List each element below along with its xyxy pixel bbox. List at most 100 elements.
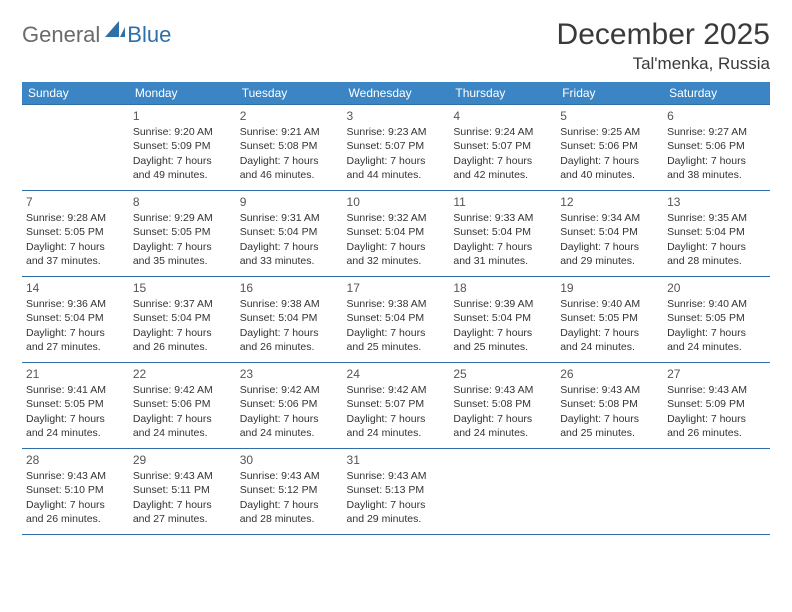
- sunset-text: Sunset: 5:04 PM: [240, 311, 339, 325]
- daylight-text: Daylight: 7 hours and 35 minutes.: [133, 240, 232, 268]
- sunrise-text: Sunrise: 9:20 AM: [133, 125, 232, 139]
- daylight-text: Daylight: 7 hours and 24 minutes.: [667, 326, 766, 354]
- day-header-row: Sunday Monday Tuesday Wednesday Thursday…: [22, 82, 770, 105]
- calendar-cell: 23Sunrise: 9:42 AMSunset: 5:06 PMDayligh…: [236, 363, 343, 449]
- day-number: 15: [133, 280, 232, 296]
- calendar-cell: 30Sunrise: 9:43 AMSunset: 5:12 PMDayligh…: [236, 449, 343, 535]
- day-number: 10: [347, 194, 446, 210]
- sunset-text: Sunset: 5:06 PM: [560, 139, 659, 153]
- day-header: Monday: [129, 82, 236, 105]
- sunset-text: Sunset: 5:05 PM: [560, 311, 659, 325]
- calendar-cell: 22Sunrise: 9:42 AMSunset: 5:06 PMDayligh…: [129, 363, 236, 449]
- day-number: 27: [667, 366, 766, 382]
- daylight-text: Daylight: 7 hours and 44 minutes.: [347, 154, 446, 182]
- day-number: 2: [240, 108, 339, 124]
- daylight-text: Daylight: 7 hours and 46 minutes.: [240, 154, 339, 182]
- day-number: 14: [26, 280, 125, 296]
- sunrise-text: Sunrise: 9:39 AM: [453, 297, 552, 311]
- daylight-text: Daylight: 7 hours and 31 minutes.: [453, 240, 552, 268]
- sunset-text: Sunset: 5:05 PM: [26, 397, 125, 411]
- day-number: 16: [240, 280, 339, 296]
- day-number: 26: [560, 366, 659, 382]
- sunrise-text: Sunrise: 9:27 AM: [667, 125, 766, 139]
- calendar-row: 1Sunrise: 9:20 AMSunset: 5:09 PMDaylight…: [22, 105, 770, 191]
- daylight-text: Daylight: 7 hours and 25 minutes.: [560, 412, 659, 440]
- day-number: 17: [347, 280, 446, 296]
- day-number: 9: [240, 194, 339, 210]
- sunset-text: Sunset: 5:05 PM: [26, 225, 125, 239]
- daylight-text: Daylight: 7 hours and 26 minutes.: [133, 326, 232, 354]
- sunset-text: Sunset: 5:07 PM: [453, 139, 552, 153]
- sunset-text: Sunset: 5:04 PM: [667, 225, 766, 239]
- sunset-text: Sunset: 5:04 PM: [347, 311, 446, 325]
- calendar-cell: 24Sunrise: 9:42 AMSunset: 5:07 PMDayligh…: [343, 363, 450, 449]
- calendar-row: 14Sunrise: 9:36 AMSunset: 5:04 PMDayligh…: [22, 277, 770, 363]
- day-number: 29: [133, 452, 232, 468]
- calendar-cell: 9Sunrise: 9:31 AMSunset: 5:04 PMDaylight…: [236, 191, 343, 277]
- day-number: 25: [453, 366, 552, 382]
- calendar-cell: 18Sunrise: 9:39 AMSunset: 5:04 PMDayligh…: [449, 277, 556, 363]
- sunset-text: Sunset: 5:04 PM: [347, 225, 446, 239]
- header: General Blue December 2025 Tal'menka, Ru…: [22, 18, 770, 74]
- day-header: Sunday: [22, 82, 129, 105]
- sunrise-text: Sunrise: 9:25 AM: [560, 125, 659, 139]
- sunset-text: Sunset: 5:06 PM: [240, 397, 339, 411]
- daylight-text: Daylight: 7 hours and 29 minutes.: [347, 498, 446, 526]
- sunrise-text: Sunrise: 9:31 AM: [240, 211, 339, 225]
- daylight-text: Daylight: 7 hours and 49 minutes.: [133, 154, 232, 182]
- daylight-text: Daylight: 7 hours and 28 minutes.: [240, 498, 339, 526]
- daylight-text: Daylight: 7 hours and 24 minutes.: [347, 412, 446, 440]
- day-number: 7: [26, 194, 125, 210]
- sunrise-text: Sunrise: 9:28 AM: [26, 211, 125, 225]
- day-number: 3: [347, 108, 446, 124]
- sunset-text: Sunset: 5:04 PM: [560, 225, 659, 239]
- day-number: 31: [347, 452, 446, 468]
- sunset-text: Sunset: 5:12 PM: [240, 483, 339, 497]
- daylight-text: Daylight: 7 hours and 38 minutes.: [667, 154, 766, 182]
- calendar-row: 28Sunrise: 9:43 AMSunset: 5:10 PM Dayligh…: [22, 449, 770, 535]
- sunset-text: Sunset: 5:04 PM: [26, 311, 125, 325]
- calendar-cell: [22, 105, 129, 191]
- calendar-cell: 21Sunrise: 9:41 AMSunset: 5:05 PMDayligh…: [22, 363, 129, 449]
- calendar-cell: 25Sunrise: 9:43 AMSunset: 5:08 PMDayligh…: [449, 363, 556, 449]
- sunset-text: Sunset: 5:04 PM: [453, 311, 552, 325]
- day-number: 19: [560, 280, 659, 296]
- sunset-text: Sunset: 5:06 PM: [667, 139, 766, 153]
- day-header: Wednesday: [343, 82, 450, 105]
- sunset-text: Sunset: 5:05 PM: [667, 311, 766, 325]
- daylight-text: Daylight: 7 hours and 27 minutes.: [133, 498, 232, 526]
- calendar-cell: 26Sunrise: 9:43 AMSunset: 5:08 PMDayligh…: [556, 363, 663, 449]
- sunset-text: Sunset: 5:04 PM: [240, 225, 339, 239]
- sunrise-text: Sunrise: 9:36 AM: [26, 297, 125, 311]
- calendar-cell: 11Sunrise: 9:33 AMSunset: 5:04 PMDayligh…: [449, 191, 556, 277]
- sunset-text: Sunset: 5:13 PM: [347, 483, 446, 497]
- daylight-text: Daylight: 7 hours and 29 minutes.: [560, 240, 659, 268]
- day-number: 13: [667, 194, 766, 210]
- calendar-cell: 10Sunrise: 9:32 AMSunset: 5:04 PMDayligh…: [343, 191, 450, 277]
- daylight-text: Daylight: 7 hours and 24 minutes.: [240, 412, 339, 440]
- daylight-text: Daylight: 7 hours and 32 minutes.: [347, 240, 446, 268]
- day-number: 22: [133, 366, 232, 382]
- daylight-text: Daylight: 7 hours and 37 minutes.: [26, 240, 125, 268]
- location-label: Tal'menka, Russia: [557, 54, 770, 74]
- calendar-cell: 16Sunrise: 9:38 AMSunset: 5:04 PMDayligh…: [236, 277, 343, 363]
- sunset-text: Sunset: 5:08 PM: [453, 397, 552, 411]
- calendar-cell: 8Sunrise: 9:29 AMSunset: 5:05 PMDaylight…: [129, 191, 236, 277]
- day-number: 20: [667, 280, 766, 296]
- sunrise-text: Sunrise: 9:43 AM: [667, 383, 766, 397]
- day-header: Saturday: [663, 82, 770, 105]
- day-number: 28: [26, 452, 125, 468]
- calendar-cell: 20Sunrise: 9:40 AMSunset: 5:05 PMDayligh…: [663, 277, 770, 363]
- calendar-cell: [556, 449, 663, 535]
- daylight-text: Daylight: 7 hours and 27 minutes.: [26, 326, 125, 354]
- sunrise-text: Sunrise: 9:34 AM: [560, 211, 659, 225]
- sunrise-text: Sunrise: 9:43 AM: [26, 469, 125, 483]
- day-number: 18: [453, 280, 552, 296]
- logo-sail-icon: [105, 21, 125, 44]
- day-number: 12: [560, 194, 659, 210]
- calendar-cell: 1Sunrise: 9:20 AMSunset: 5:09 PMDaylight…: [129, 105, 236, 191]
- sunset-text: Sunset: 5:09 PM: [667, 397, 766, 411]
- day-number: 1: [133, 108, 232, 124]
- calendar-cell: 15Sunrise: 9:37 AMSunset: 5:04 PMDayligh…: [129, 277, 236, 363]
- sunset-text: Sunset: 5:10 PM: [26, 483, 125, 497]
